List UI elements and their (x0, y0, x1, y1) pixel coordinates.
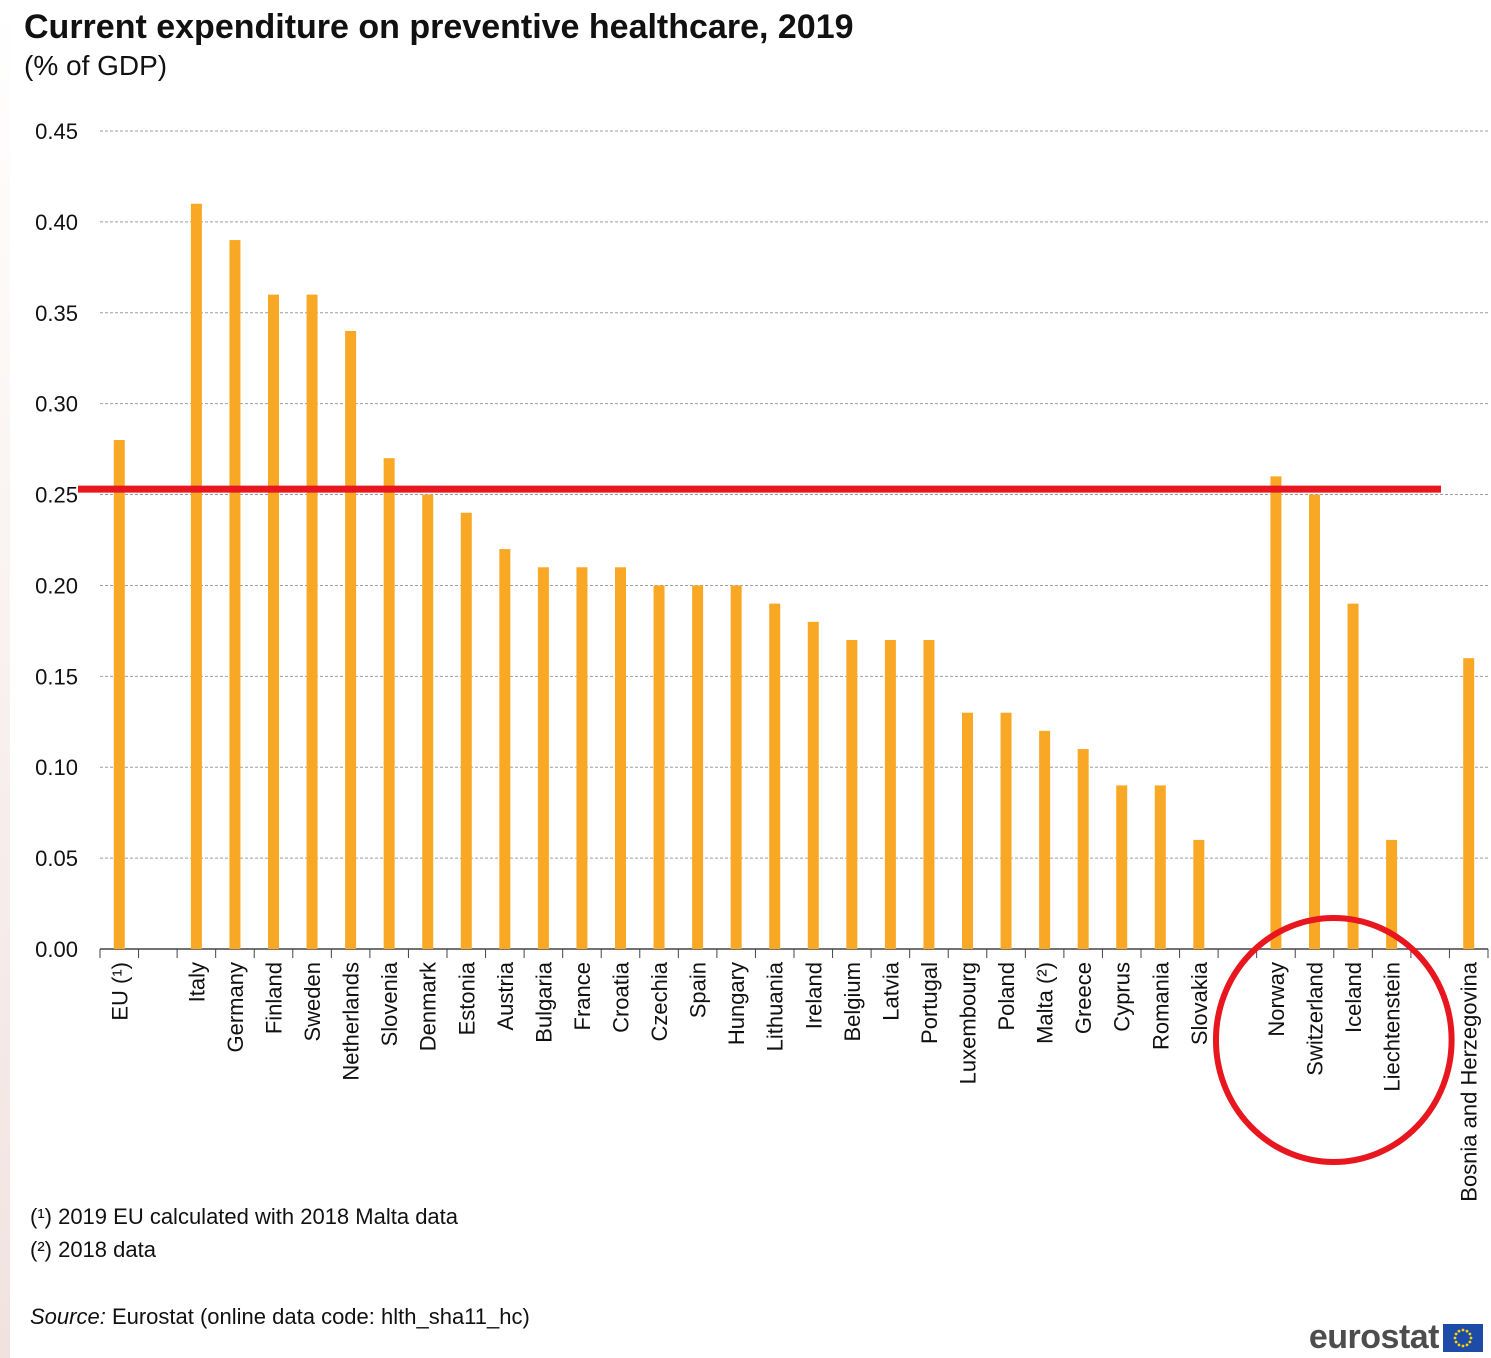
bar (1270, 476, 1282, 949)
bar (306, 294, 318, 950)
x-category-label: Croatia (609, 961, 634, 1033)
x-category-label: Italy (184, 962, 209, 1002)
y-tick-label: 0.25 (35, 483, 78, 508)
source-text: Eurostat (online data code: hlth_sha11_h… (105, 1304, 530, 1329)
x-category-label: Iceland (1341, 962, 1366, 1033)
footnote-eu: (¹) 2019 EU calculated with 2018 Malta d… (30, 1204, 459, 1229)
y-tick-label: 0.40 (35, 210, 78, 235)
x-category-label: Luxembourg (956, 962, 981, 1084)
x-category-label: Norway (1264, 962, 1289, 1037)
bar (422, 494, 434, 949)
y-tick-label: 0.10 (35, 755, 78, 780)
bar (846, 639, 858, 949)
source-line: Source: Eurostat (online data code: hlth… (30, 1304, 530, 1330)
x-category-label: Ireland (801, 962, 826, 1029)
bar (1154, 785, 1166, 949)
x-category-label: Latvia (878, 961, 903, 1020)
y-tick-label: 0.00 (35, 937, 78, 962)
x-category-label: Austria (493, 961, 518, 1030)
x-category-label: Bosnia and Herzegovina (1457, 961, 1482, 1201)
source-label: Source: (30, 1304, 106, 1329)
bar (383, 458, 395, 949)
bar (692, 585, 704, 949)
bar (460, 512, 472, 949)
bar (499, 549, 511, 949)
bar (730, 585, 742, 949)
bar (537, 567, 549, 949)
x-category-label: Spain (686, 962, 711, 1018)
y-tick-label: 0.15 (35, 664, 78, 689)
bar (1347, 603, 1359, 949)
bar (345, 330, 357, 949)
x-category-label: France (570, 962, 595, 1030)
y-tick-label: 0.45 (35, 119, 78, 144)
x-category-label: Bulgaria (531, 961, 556, 1042)
y-tick-label: 0.35 (35, 301, 78, 326)
eu-flag-icon (1443, 1323, 1483, 1352)
bar (190, 203, 202, 949)
y-tick-label: 0.05 (35, 846, 78, 871)
logo-text: eurostat (1308, 1318, 1440, 1356)
x-category-label: Sweden (300, 962, 325, 1042)
bar (113, 440, 125, 949)
x-category-label: Romania (1148, 961, 1173, 1050)
x-category-label: Netherlands (339, 962, 364, 1081)
x-category-label: Estonia (454, 961, 479, 1035)
bar (1463, 658, 1475, 949)
chart-subtitle: (% of GDP) (24, 50, 168, 81)
bar (769, 603, 781, 949)
eurostat-logo: eurostat (1309, 1318, 1483, 1357)
x-category-label: Portugal (917, 962, 942, 1044)
bar (807, 621, 819, 949)
x-category-label: Liechtenstein (1380, 962, 1405, 1092)
x-category-label: Hungary (724, 962, 749, 1045)
chart-title: Current expenditure on preventive health… (24, 8, 854, 46)
x-category-label: Poland (994, 962, 1019, 1031)
bar (884, 639, 896, 949)
x-category-label: Cyprus (1110, 962, 1135, 1032)
left-edge-shade (0, 0, 10, 1358)
bar (1039, 730, 1051, 949)
bar (1193, 839, 1205, 949)
bar (962, 712, 973, 949)
highlight-circle-annotation (1212, 915, 1455, 1165)
x-category-label: Switzerland (1303, 962, 1328, 1076)
bar (615, 567, 626, 949)
bar (576, 567, 588, 949)
x-category-label: Denmark (416, 961, 441, 1051)
bar (653, 585, 665, 949)
bar (268, 294, 279, 950)
x-category-label: Slovenia (377, 961, 402, 1046)
x-category-label: Slovakia (1187, 961, 1212, 1045)
bar (1386, 839, 1398, 949)
y-tick-label: 0.30 (35, 392, 78, 417)
bar (923, 639, 935, 949)
bar (1116, 785, 1128, 949)
x-category-label: Lithuania (763, 961, 788, 1051)
x-category-label: Malta (²) (1033, 962, 1058, 1044)
bar (1077, 749, 1089, 949)
x-category-label: Czechia (647, 961, 672, 1041)
bar (1309, 494, 1320, 949)
x-category-label: EU (¹) (107, 962, 132, 1021)
x-category-label: Belgium (840, 962, 865, 1041)
bar (1000, 712, 1012, 949)
bar (229, 240, 241, 950)
y-tick-label: 0.20 (35, 573, 78, 598)
x-category-label: Greece (1071, 962, 1096, 1034)
x-category-label: Germany (223, 962, 248, 1052)
x-category-label: Finland (262, 962, 287, 1034)
footnote-malta: (²) 2018 data (30, 1237, 156, 1262)
